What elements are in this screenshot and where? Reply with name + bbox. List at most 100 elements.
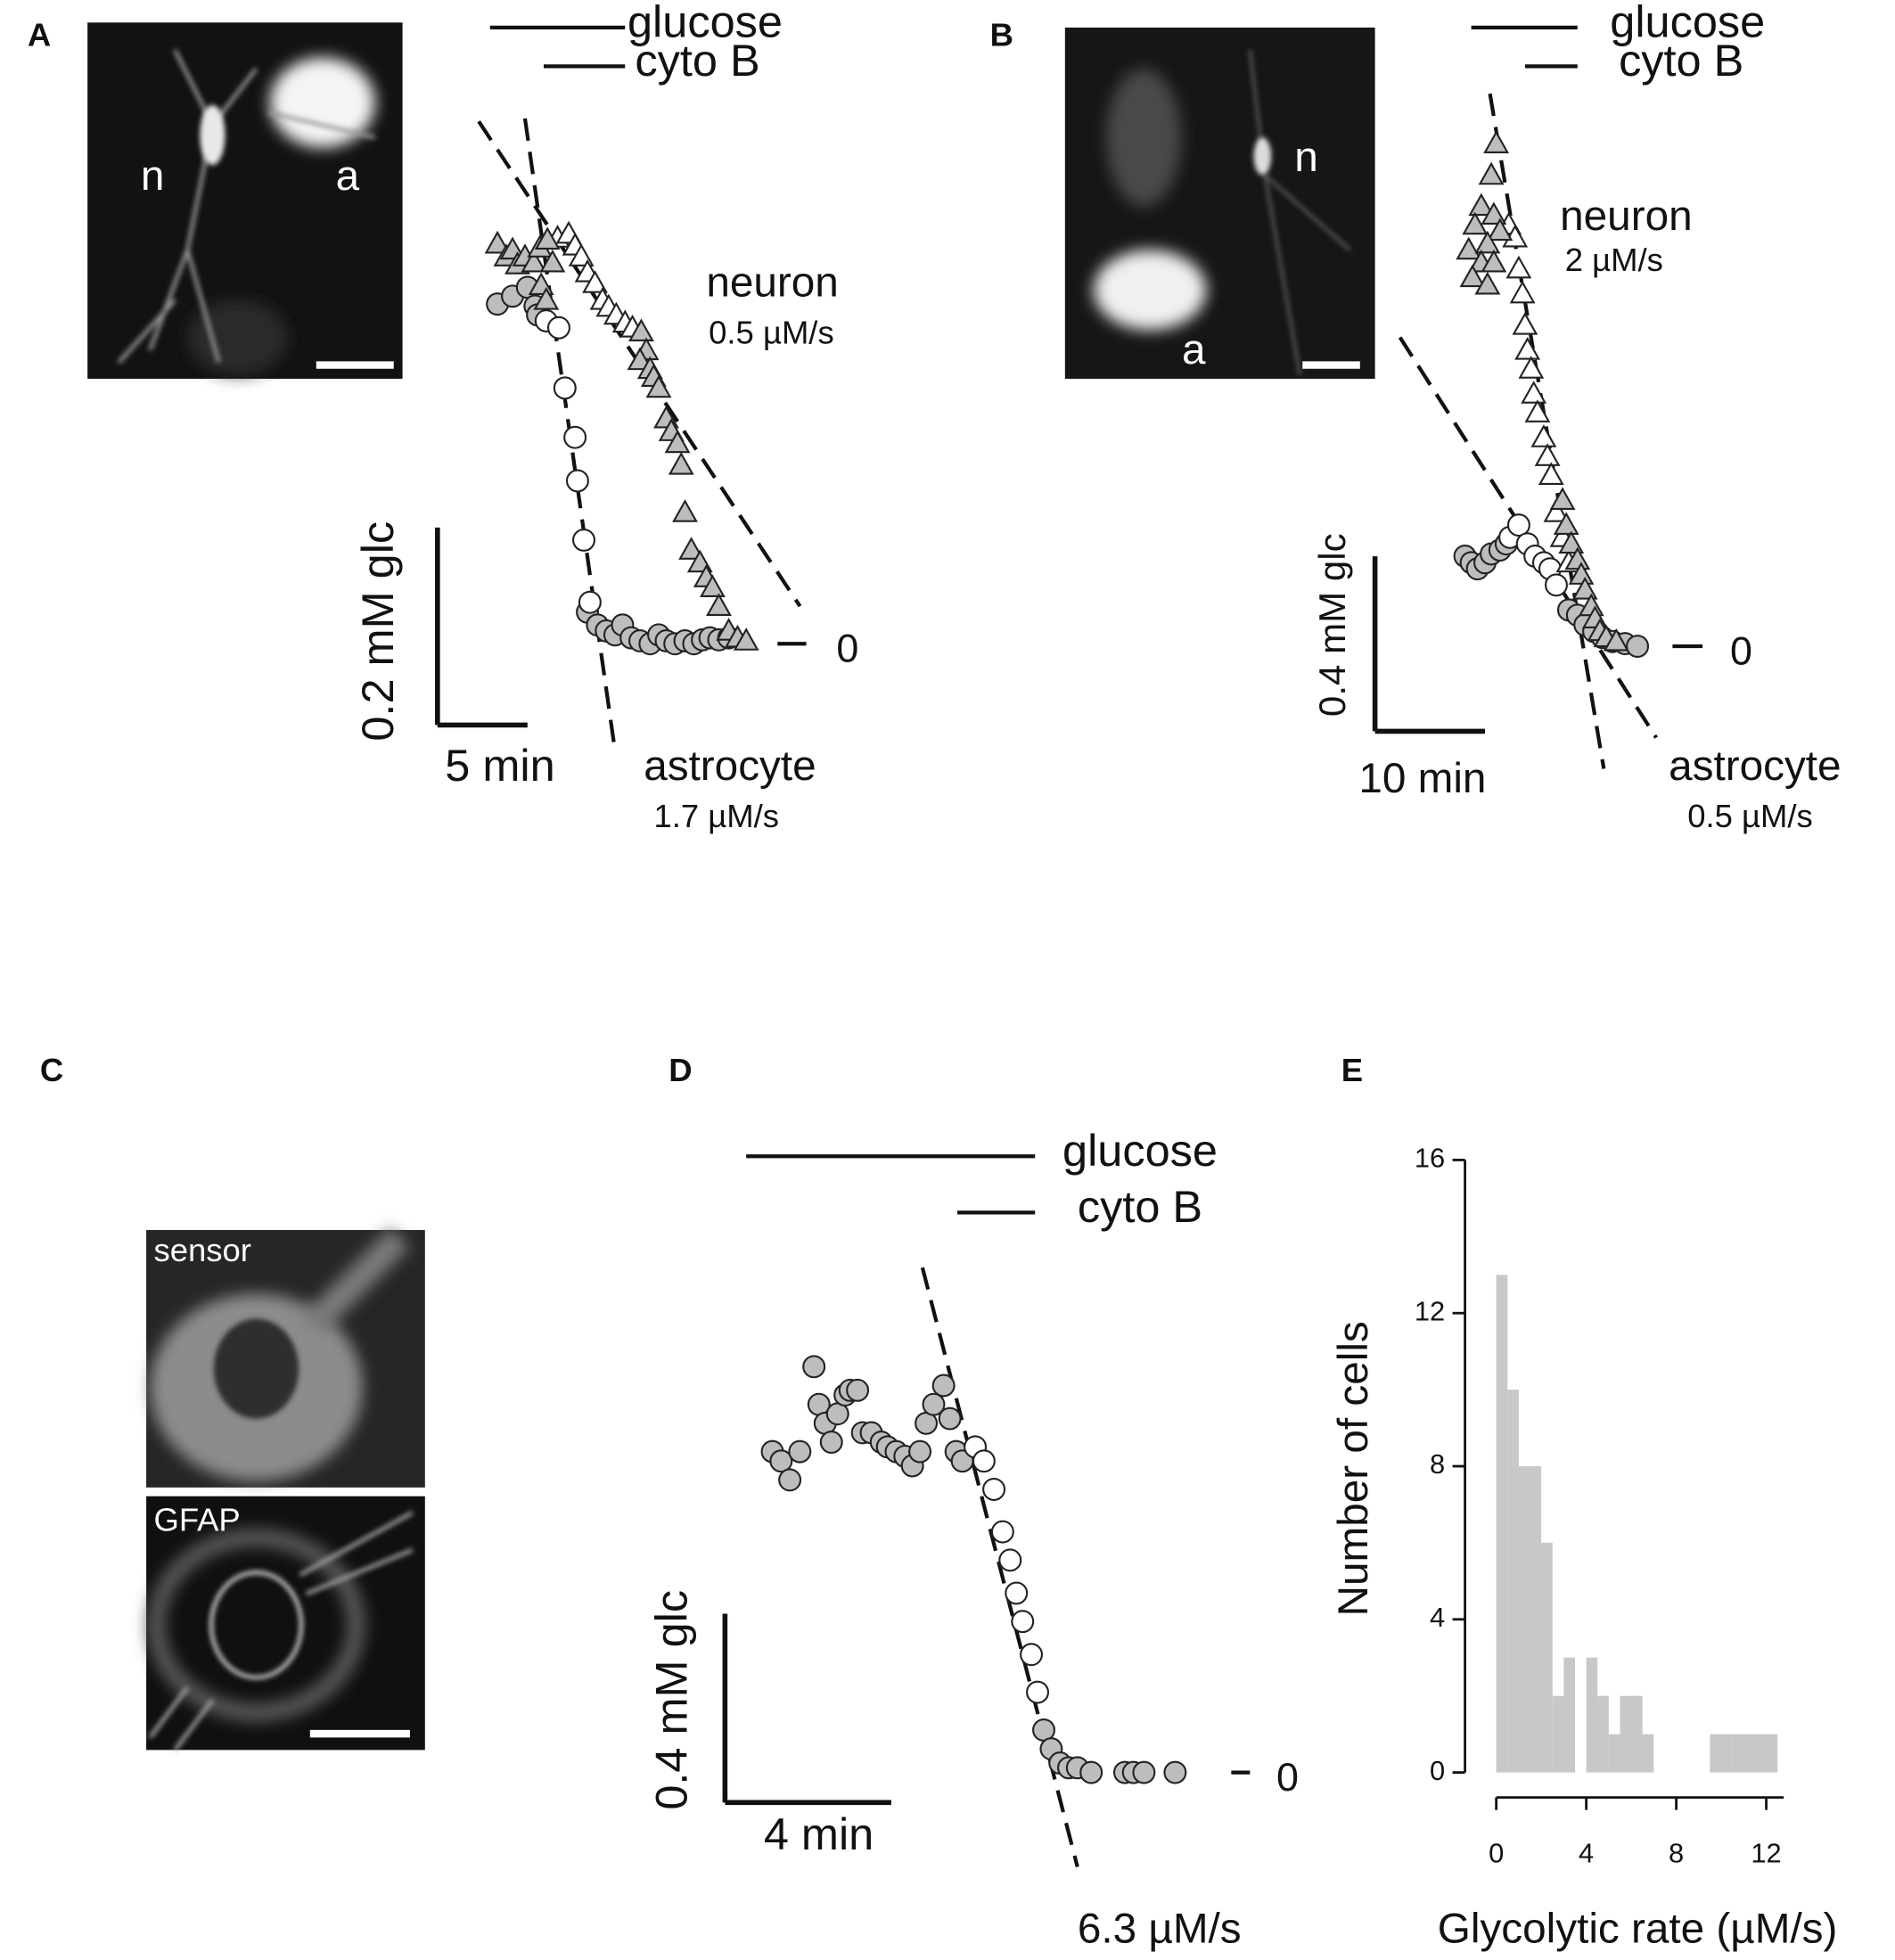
scale-bar-x-label: 10 min — [1358, 755, 1486, 802]
data-point — [990, 1520, 1014, 1544]
data-point — [922, 1392, 946, 1416]
bar — [1754, 1734, 1767, 1773]
bar — [1743, 1734, 1755, 1773]
bar — [1766, 1734, 1778, 1773]
bar — [1496, 1275, 1508, 1773]
y-axis-label: Number of cells — [1330, 1321, 1377, 1616]
bar — [1721, 1734, 1733, 1773]
data-point — [1474, 230, 1501, 254]
data-point — [645, 374, 672, 398]
annotation: 2 µM/s — [1565, 242, 1663, 278]
bar — [1552, 1695, 1564, 1773]
annotation: 6.3 µM/s — [1078, 1905, 1242, 1952]
image-label: GFAP — [153, 1502, 240, 1538]
y-tick-label: 12 — [1415, 1295, 1445, 1326]
data-point — [628, 318, 654, 342]
data-point — [1459, 264, 1486, 288]
data-point — [819, 1431, 843, 1454]
x-tick-label: 4 — [1579, 1837, 1594, 1868]
data-point — [1481, 201, 1507, 225]
data-point — [1026, 1680, 1049, 1704]
panel-letter: D — [669, 1052, 692, 1088]
data-point — [1163, 1760, 1187, 1784]
panel-letter: A — [28, 17, 51, 53]
bar — [1563, 1657, 1575, 1773]
data-point — [1506, 513, 1530, 537]
data-point — [533, 286, 560, 310]
data-point — [788, 1439, 812, 1464]
bar — [1620, 1695, 1632, 1773]
data-point — [1518, 356, 1545, 379]
data-point — [546, 316, 570, 340]
data-point — [846, 1378, 870, 1402]
data-point — [1534, 443, 1561, 466]
bar — [1631, 1695, 1643, 1773]
treatment-label: glucose — [628, 0, 783, 46]
bar — [1732, 1734, 1744, 1773]
data-point — [1478, 161, 1505, 185]
image-label: sensor — [153, 1232, 250, 1268]
bar — [1608, 1734, 1620, 1773]
data-point — [1079, 1760, 1103, 1784]
data-point — [539, 249, 566, 273]
data-point — [1020, 1643, 1044, 1667]
data-point — [1524, 399, 1551, 422]
data-point — [672, 499, 698, 522]
micrograph-a: n a — [87, 22, 403, 379]
data-point — [1011, 1610, 1035, 1634]
scale-bar-y-label: 0.4 mM glc — [1311, 533, 1353, 717]
data-point — [938, 1406, 962, 1431]
data-point — [769, 1449, 793, 1473]
data-point — [1626, 635, 1650, 659]
data-point — [1474, 271, 1501, 295]
x-tick-label: 12 — [1751, 1837, 1781, 1868]
data-point — [1558, 530, 1585, 554]
data-point — [931, 1374, 956, 1398]
data-point — [908, 1439, 932, 1464]
image-label: a — [336, 152, 360, 200]
data-point — [534, 226, 561, 250]
data-point — [565, 469, 589, 493]
annotation: 1.7 µM/s — [653, 798, 779, 834]
annotation: astrocyte — [644, 742, 816, 790]
data-point — [972, 1449, 996, 1473]
bar — [1518, 1466, 1530, 1773]
panel-letter: E — [1341, 1052, 1363, 1088]
scale-bar-x-label: 5 min — [445, 740, 554, 791]
data-point — [1481, 249, 1507, 273]
scale-bar-y-label: 0.2 mM glc — [352, 521, 403, 742]
data-point — [1005, 1581, 1029, 1605]
data-point — [1543, 499, 1570, 522]
image-label: a — [1182, 326, 1206, 373]
data-point — [1549, 487, 1576, 510]
data-point — [668, 451, 694, 475]
bar — [1586, 1657, 1598, 1773]
scale-bar-y-label: 0.4 mM glc — [646, 1590, 697, 1810]
data-point — [1512, 312, 1538, 335]
x-tick-label: 0 — [1489, 1837, 1504, 1868]
data-point — [1521, 381, 1547, 404]
zero-label: 0 — [1276, 1754, 1299, 1800]
data-point — [1456, 236, 1482, 260]
data-point — [678, 537, 704, 560]
annotation: neuron — [1560, 193, 1692, 240]
treatment-label: cyto B — [1619, 35, 1743, 86]
data-point — [664, 430, 691, 454]
data-point — [1483, 130, 1510, 153]
data-point — [578, 590, 602, 614]
data-point — [778, 1468, 802, 1492]
y-tick-label: 8 — [1430, 1448, 1445, 1480]
data-point — [572, 528, 595, 552]
data-point — [1132, 1760, 1156, 1784]
data-point — [802, 1355, 826, 1379]
annotation: 0.5 µM/s — [709, 314, 834, 350]
data-point — [1538, 462, 1564, 486]
data-point — [1462, 211, 1489, 235]
y-tick-label: 0 — [1430, 1755, 1445, 1786]
bar — [1710, 1734, 1722, 1773]
y-tick-label: 4 — [1430, 1602, 1445, 1633]
data-point — [1487, 217, 1514, 242]
bar — [1642, 1734, 1654, 1773]
data-point — [998, 1548, 1022, 1572]
